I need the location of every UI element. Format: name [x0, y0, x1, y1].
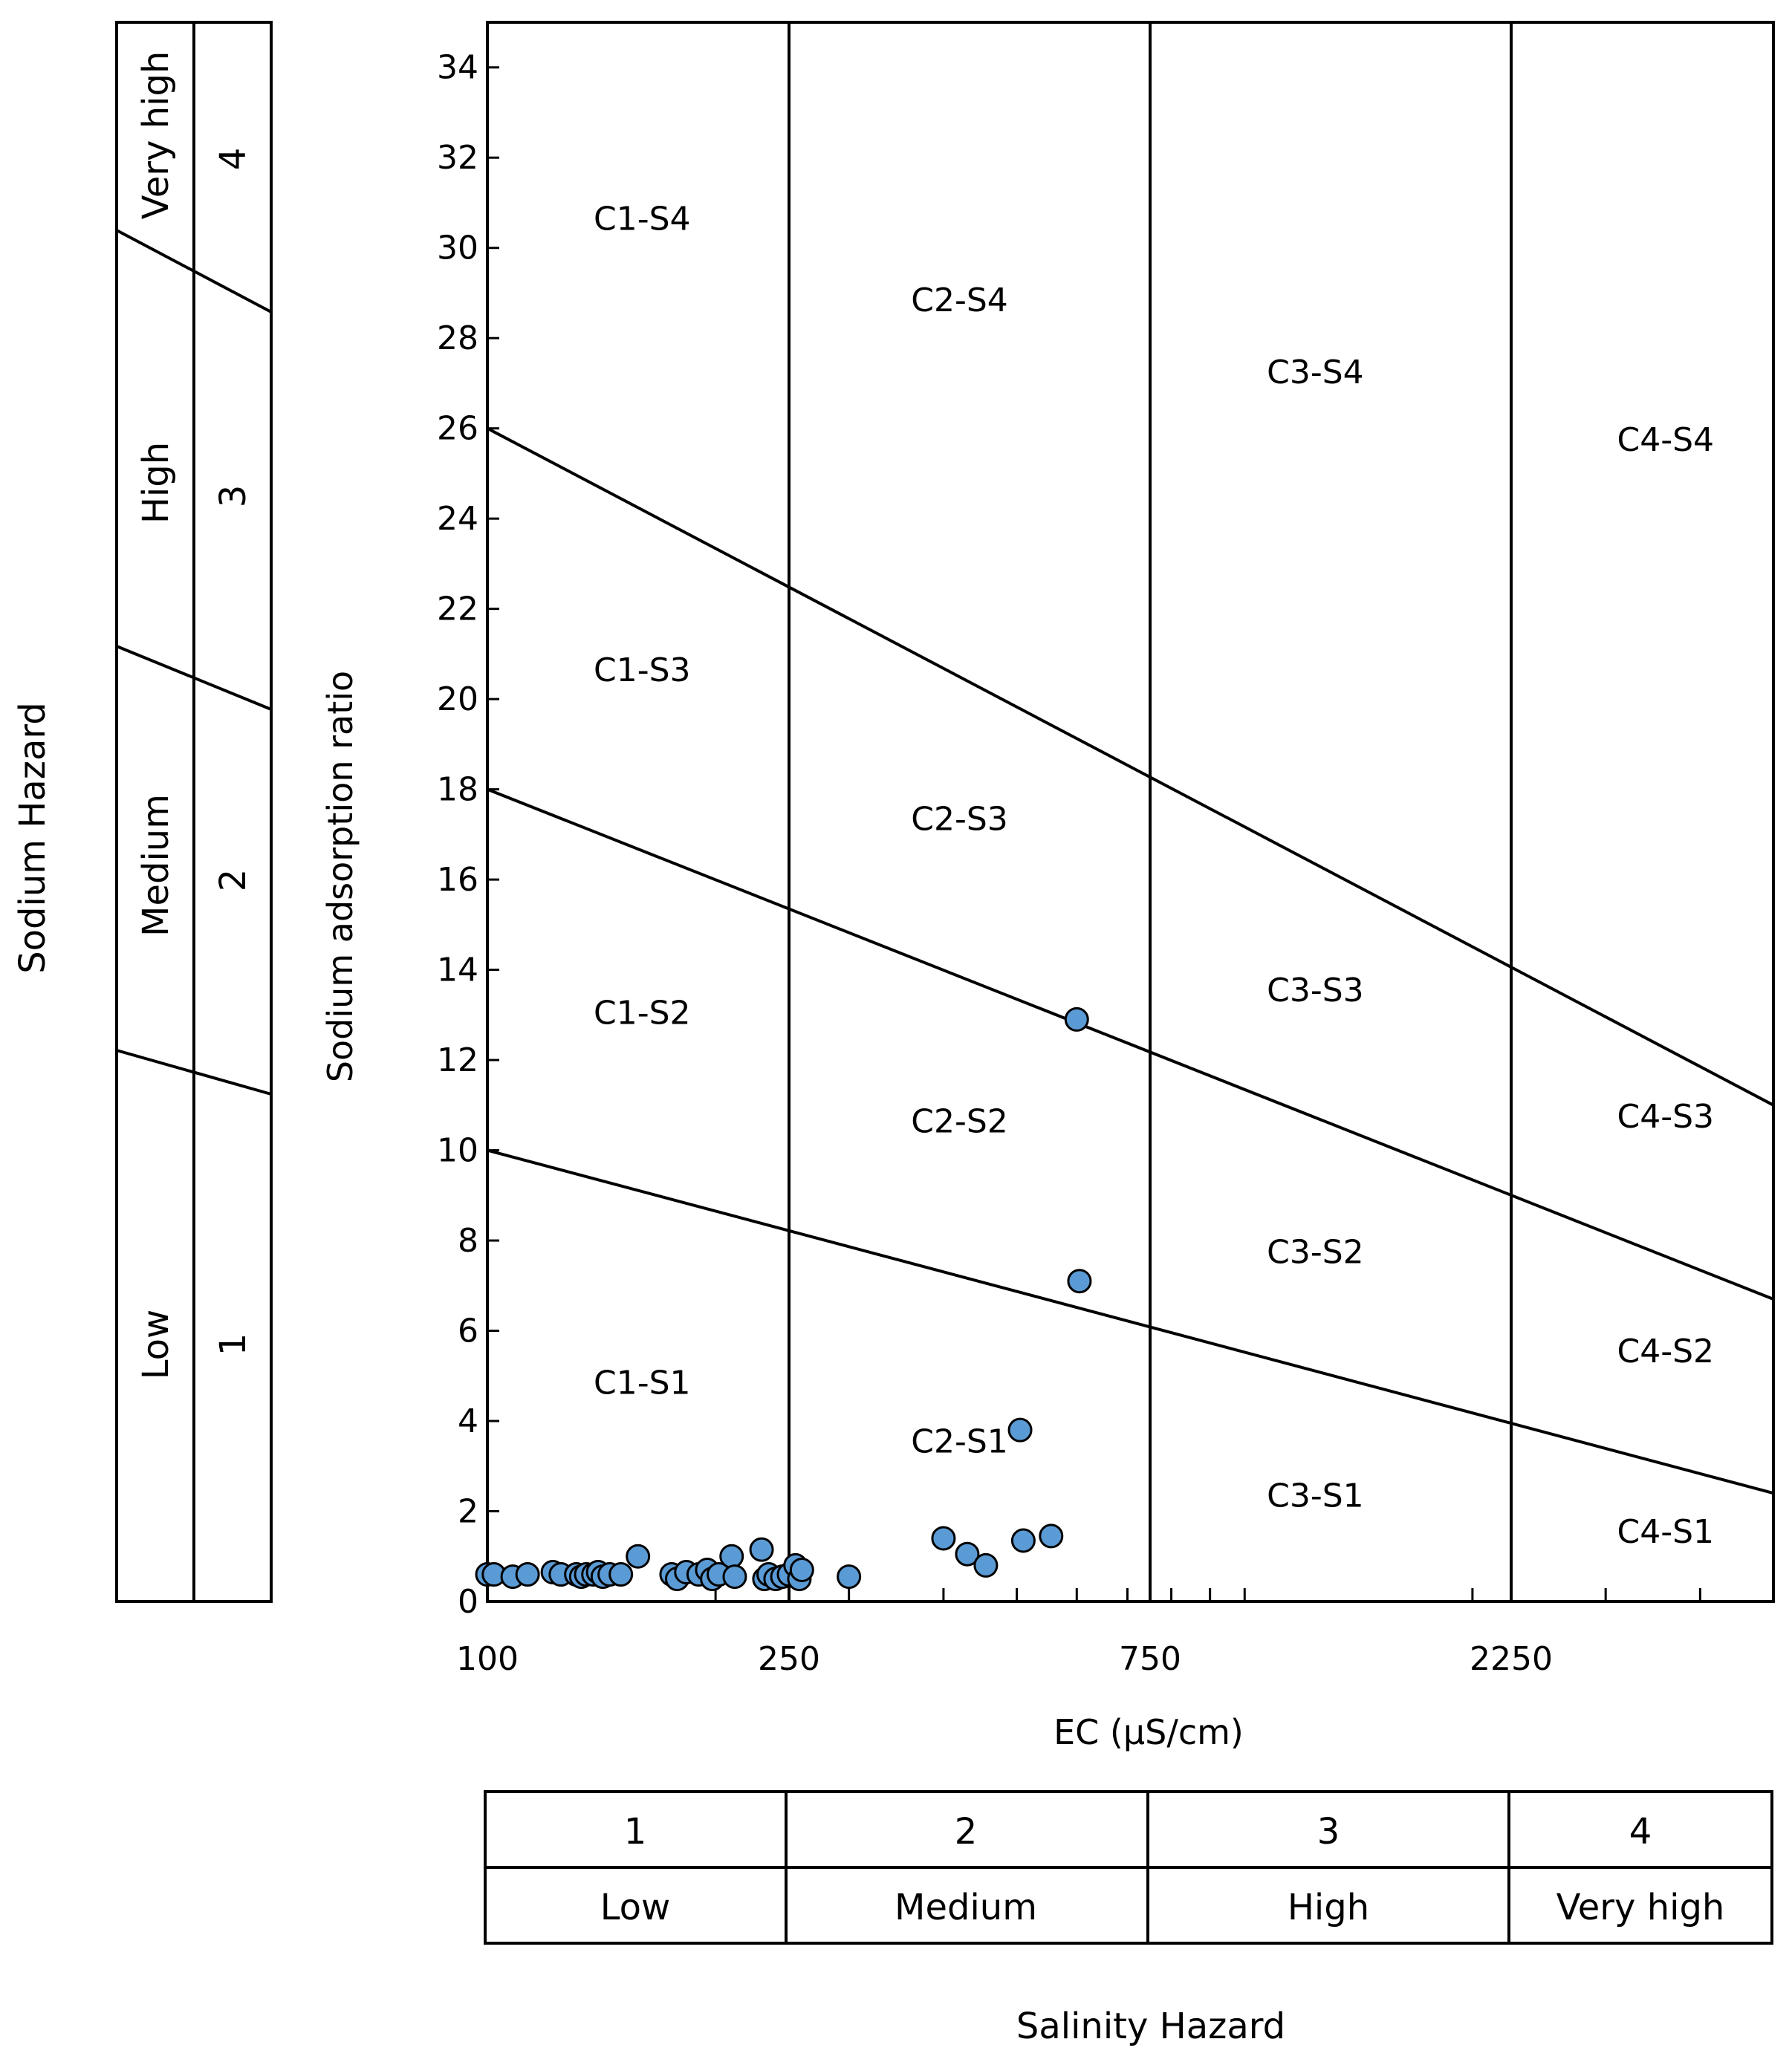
sodium-hazard-title: Sodium Hazard [12, 702, 53, 974]
data-point-34 [837, 1564, 862, 1590]
y-tick-label-16: 16 [437, 861, 478, 899]
zone-label-c4-s4: C4-S4 [1617, 421, 1715, 459]
y-tick-label-6: 6 [458, 1313, 478, 1350]
sodium-band-4-number: 4 [212, 148, 254, 171]
y-tick-label-8: 8 [458, 1222, 478, 1260]
data-point-24 [722, 1564, 747, 1590]
y-tick-label-28: 28 [437, 319, 478, 357]
sar-boundary-line-3 [487, 426, 1774, 1107]
sodium-hazard-panel: Low 1 Medium 2 High 3 Very high 4 Sodium… [12, 21, 273, 1603]
x-axis-title: EC (µS/cm) [1054, 1712, 1244, 1752]
zone-label-c1-s3: C1-S3 [594, 651, 691, 689]
data-point-38 [1007, 1417, 1033, 1443]
zone-label-c4-s1: C4-S1 [1617, 1513, 1715, 1551]
data-point-36 [955, 1541, 980, 1567]
sodium-band-1-label: Low [135, 1310, 177, 1380]
zone-label-c1-s1: C1-S1 [594, 1365, 691, 1402]
zone-label-c4-s3: C4-S3 [1617, 1098, 1715, 1136]
y-tick-label-18: 18 [437, 771, 478, 809]
x-tick-label-750: 750 [1119, 1640, 1181, 1678]
zone-label-c3-s4: C3-S4 [1267, 354, 1364, 391]
zone-label-c3-s2: C3-S2 [1267, 1233, 1364, 1271]
data-point-41 [1064, 1007, 1089, 1032]
zone-label-c2-s3: C2-S3 [911, 800, 1008, 838]
y-tick-label-14: 14 [437, 952, 478, 989]
y-tick-label-34: 34 [437, 49, 478, 87]
salinity-band-2-number: 2 [955, 1811, 978, 1853]
sodium-band-2-number: 2 [212, 869, 254, 892]
data-point-39 [1010, 1528, 1036, 1553]
salinity-band-1-label: Low [600, 1887, 671, 1928]
y-axis-title: Sodium adsorption ratio [320, 671, 360, 1082]
x-axis: 100 250 750 2250 [456, 1582, 1553, 1678]
data-point-25 [749, 1537, 774, 1562]
zone-label-c2-s4: C2-S4 [911, 282, 1008, 319]
zone-label-c2-s2: C2-S2 [911, 1102, 1008, 1140]
zone-label-c3-s3: C3-S3 [1267, 972, 1364, 1009]
x-minor-ticks [714, 1588, 1701, 1601]
sar-boundary-line-2 [487, 787, 1774, 1301]
salinity-band-3-number: 3 [1317, 1811, 1340, 1853]
salinity-hazard-title: Salinity Hazard [1016, 2006, 1285, 2047]
plot-frame [486, 21, 1775, 1603]
y-tick-label-2: 2 [458, 1493, 478, 1531]
sodium-band-3-label: High [135, 442, 177, 524]
y-tick-label-12: 12 [437, 1041, 478, 1079]
data-point-37 [973, 1552, 999, 1578]
sodium-hazard-boundary-2 [116, 645, 272, 711]
sodium-band-3-number: 3 [212, 485, 254, 508]
sodium-band-4-label: Very high [135, 51, 177, 220]
sodium-hazard-boundary-1 [116, 1049, 272, 1096]
y-tick-label-0: 0 [458, 1583, 478, 1621]
zone-label-c1-s2: C1-S2 [594, 994, 691, 1032]
zone-boundaries [487, 22, 1774, 1601]
y-tick-label-26: 26 [437, 410, 478, 448]
y-tick-label-20: 20 [437, 680, 478, 718]
y-tick-label-22: 22 [437, 591, 478, 628]
sodium-hazard-boundary-3 [116, 229, 272, 313]
sodium-band-1-number: 1 [212, 1333, 254, 1356]
salinity-band-1-number: 1 [624, 1811, 647, 1853]
zone-label-c2-s1: C2-S1 [911, 1423, 1008, 1461]
y-tick-label-32: 32 [437, 139, 478, 177]
zone-labels: C1-S4 C2-S4 C3-S4 C4-S4 C1-S3 C2-S3 C3-S3 C4-S3… [594, 200, 1714, 1551]
sodium-band-2-label: Medium [135, 794, 177, 937]
zone-label-c4-s2: C4-S2 [1617, 1333, 1715, 1370]
data-point-14 [608, 1562, 634, 1587]
salinity-band-4-label: Very high [1556, 1887, 1725, 1928]
data-points [475, 1007, 1092, 1592]
data-point-35 [931, 1526, 956, 1551]
data-point-42 [1067, 1269, 1092, 1294]
y-tick-label-30: 30 [437, 230, 478, 267]
x-tick-label-2250: 2250 [1470, 1640, 1553, 1678]
x-tick-label-100: 100 [456, 1640, 519, 1678]
data-point-15 [626, 1544, 651, 1569]
salinity-band-2-label: Medium [895, 1887, 1037, 1928]
salinity-band-4-number: 4 [1629, 1811, 1652, 1853]
data-point-23 [719, 1544, 744, 1569]
data-point-33 [789, 1557, 814, 1582]
y-tick-label-4: 4 [458, 1402, 478, 1440]
sar-boundary-line-1 [487, 1148, 1774, 1495]
y-tick-label-24: 24 [437, 500, 478, 538]
data-point-4 [515, 1562, 540, 1587]
x-tick-label-250: 250 [758, 1640, 820, 1678]
salinity-hazard-panel: 1 Low 2 Medium 3 High 4 Very high Salini… [484, 1790, 1773, 2047]
data-point-40 [1039, 1523, 1064, 1549]
salinity-band-3-label: High [1288, 1887, 1369, 1928]
y-tick-label-10: 10 [437, 1132, 478, 1170]
zone-label-c1-s4: C1-S4 [594, 200, 691, 238]
zone-label-c3-s1: C3-S1 [1267, 1477, 1364, 1515]
